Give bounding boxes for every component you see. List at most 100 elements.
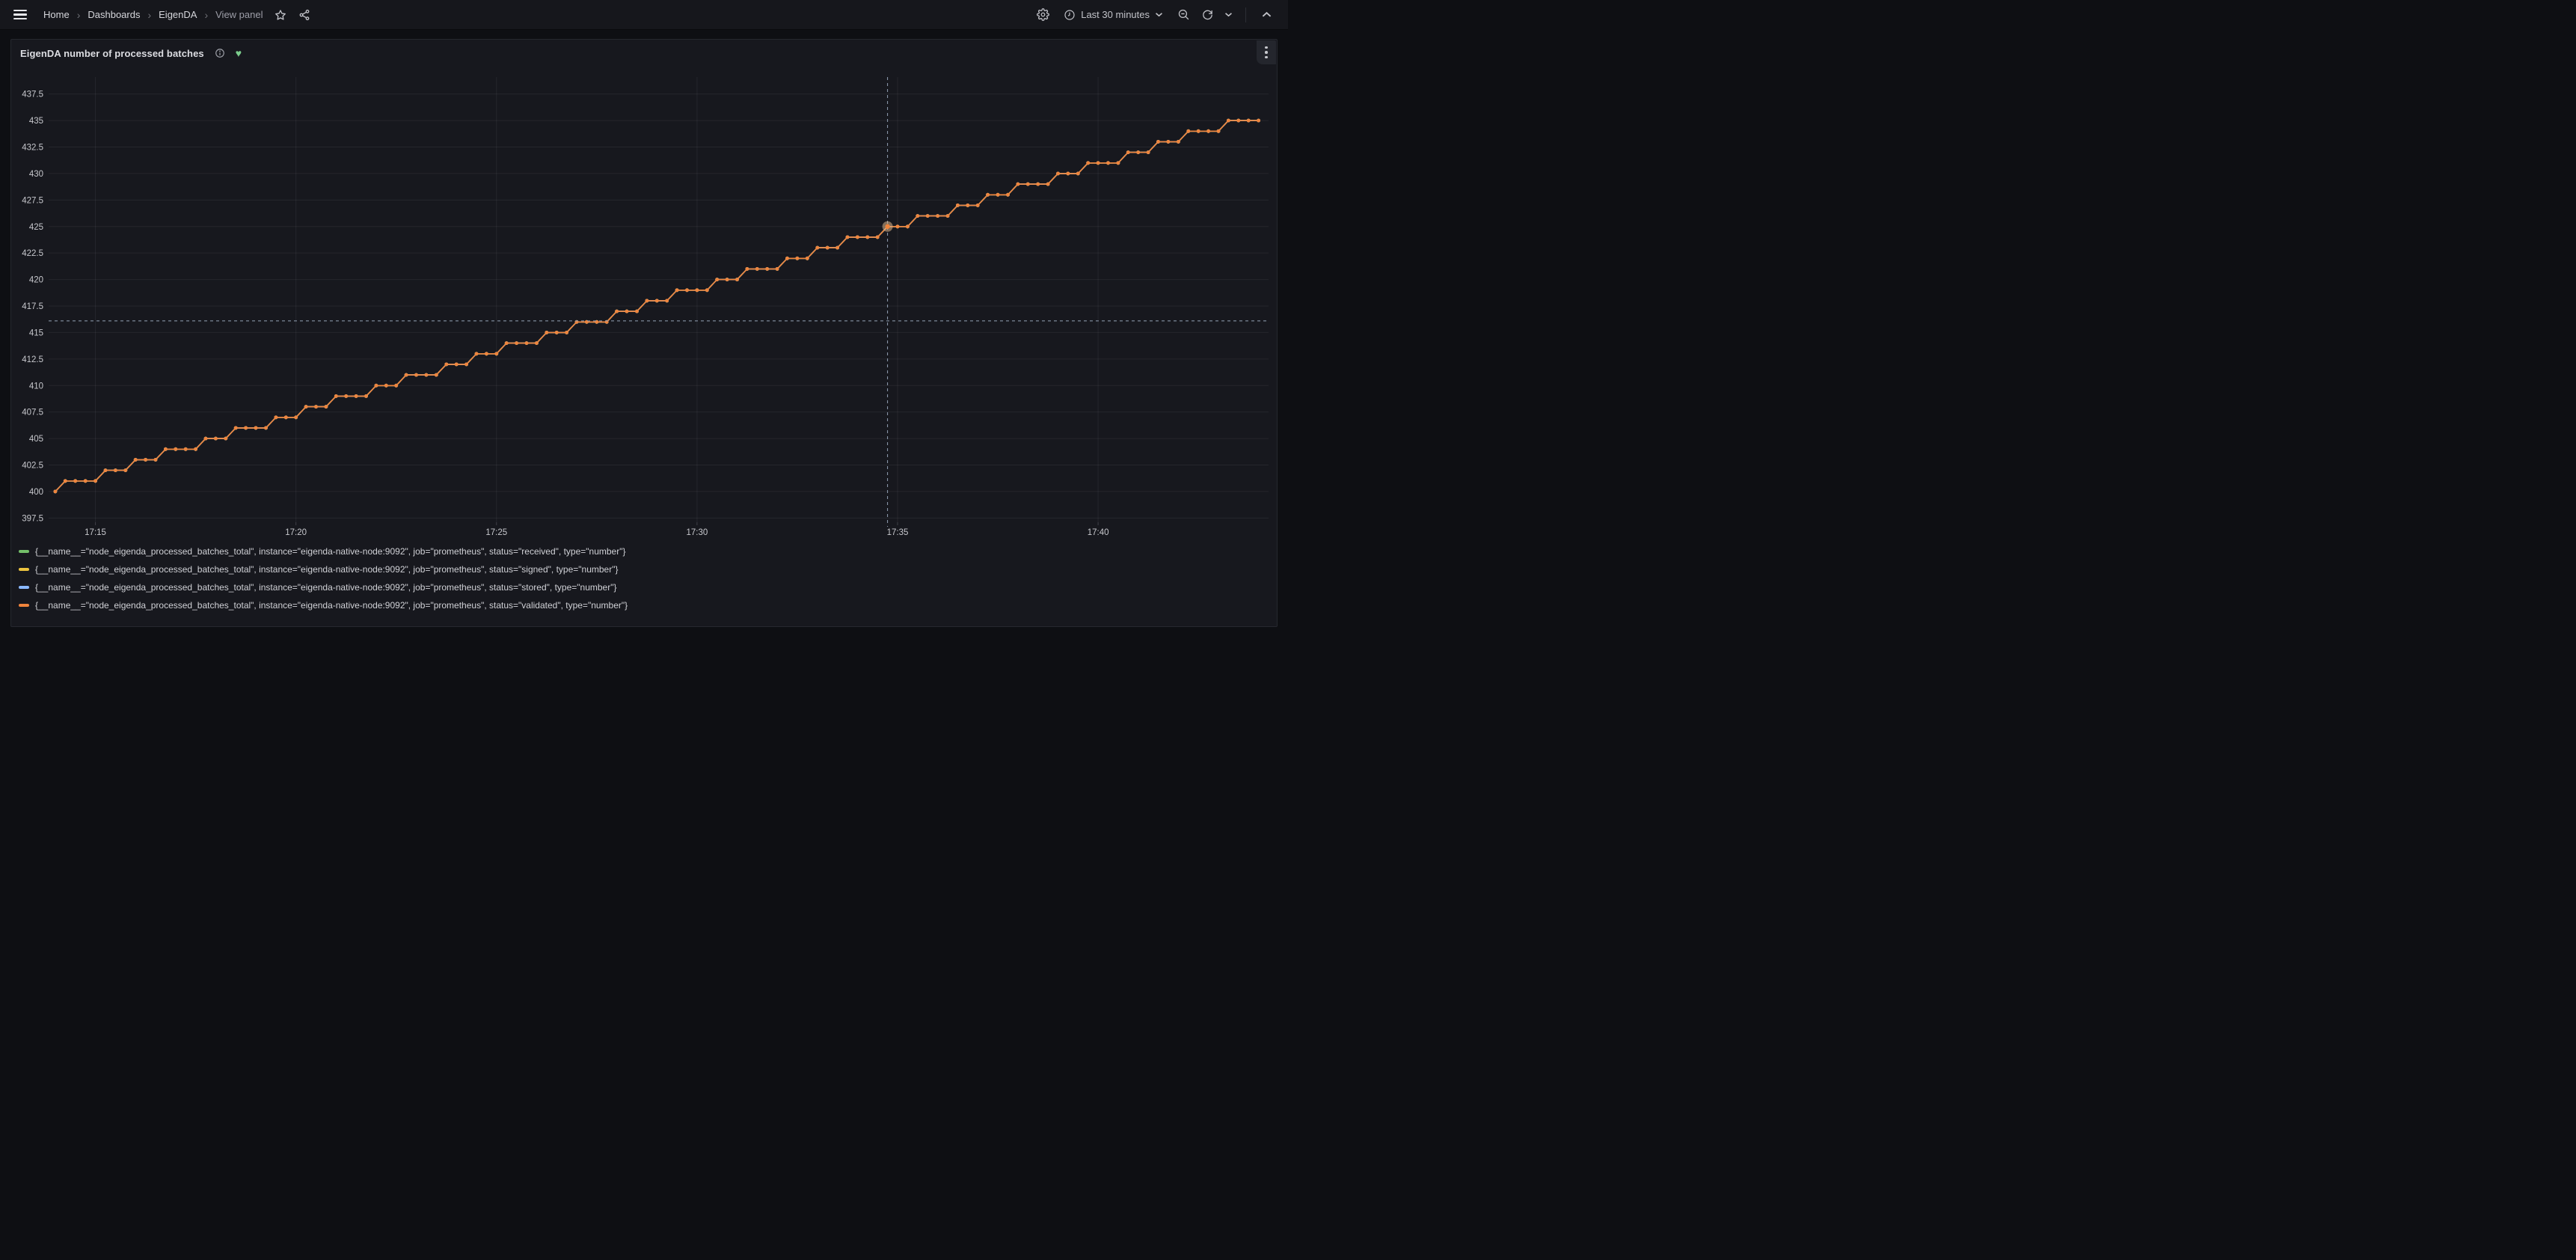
series-point-validated — [635, 310, 639, 314]
share-icon[interactable] — [296, 7, 313, 23]
legend-item-validated[interactable]: {__name__="node_eigenda_processed_batche… — [19, 596, 1277, 614]
series-point-validated — [154, 458, 158, 462]
panel-menu-kebab-icon[interactable] — [1257, 40, 1276, 64]
time-range-picker[interactable]: Last 30 minutes — [1058, 5, 1168, 24]
series-point-validated — [73, 479, 77, 483]
series-point-validated — [696, 288, 699, 292]
series-point-validated — [785, 257, 789, 260]
x-axis-tick-label: 17:20 — [285, 528, 307, 537]
series-point-validated — [455, 363, 459, 367]
panel-info-icon[interactable] — [215, 48, 225, 58]
series-point-validated — [344, 394, 348, 398]
series-point-validated — [164, 447, 168, 451]
series-point-validated — [916, 214, 919, 218]
series-point-validated — [1117, 161, 1120, 165]
series-point-validated — [84, 479, 88, 483]
series-point-validated — [54, 490, 58, 494]
series-point-validated — [485, 352, 488, 355]
series-point-validated — [104, 468, 108, 472]
series-point-validated — [906, 224, 910, 228]
refresh-interval-chevron-icon[interactable] — [1223, 7, 1233, 23]
time-range-label: Last 30 minutes — [1081, 9, 1150, 20]
breadcrumb-home[interactable]: Home — [43, 9, 70, 20]
y-axis-tick-label: 430 — [29, 170, 43, 179]
series-point-validated — [735, 278, 739, 281]
top-navbar: Home › Dashboards › EigenDA › View panel — [0, 0, 1288, 30]
series-point-validated — [796, 257, 800, 260]
series-point-validated — [325, 405, 328, 409]
legend-label-stored: {__name__="node_eigenda_processed_batche… — [35, 582, 616, 593]
legend-item-received[interactable]: {__name__="node_eigenda_processed_batche… — [19, 542, 1277, 560]
legend-item-stored[interactable]: {__name__="node_eigenda_processed_batche… — [19, 578, 1277, 596]
star-favorite-icon[interactable] — [272, 7, 289, 23]
series-point-validated — [475, 352, 479, 355]
series-point-validated — [515, 341, 518, 345]
series-point-validated — [545, 331, 548, 334]
series-point-validated — [1067, 172, 1070, 176]
x-axis-tick-label: 17:30 — [686, 528, 708, 537]
legend-label-validated: {__name__="node_eigenda_processed_batche… — [35, 600, 628, 611]
series-point-validated — [314, 405, 318, 409]
series-point-validated — [615, 310, 619, 314]
series-point-validated — [1016, 183, 1020, 186]
series-point-validated — [114, 468, 117, 472]
series-point-validated — [555, 331, 559, 334]
toolbar-divider — [1245, 7, 1246, 22]
series-point-validated — [876, 236, 880, 239]
breadcrumb: Home › Dashboards › EigenDA › View panel — [43, 9, 263, 21]
series-point-validated — [355, 394, 358, 398]
series-point-validated — [184, 447, 188, 451]
refresh-icon[interactable] — [1199, 7, 1215, 23]
series-point-validated — [234, 426, 238, 430]
series-point-validated — [1046, 183, 1050, 186]
collapse-toolbar-chevron-up-icon[interactable] — [1258, 7, 1275, 23]
series-point-validated — [254, 426, 258, 430]
menu-hamburger-icon[interactable] — [13, 10, 27, 20]
series-point-validated — [966, 204, 969, 207]
chevron-down-icon — [1155, 12, 1163, 17]
series-point-validated — [174, 447, 177, 451]
series-point-validated — [746, 267, 749, 271]
y-axis-tick-label: 435 — [29, 117, 43, 126]
series-point-validated — [776, 267, 779, 271]
clock-icon — [1063, 8, 1076, 21]
series-point-validated — [1197, 129, 1200, 133]
highlighted-point — [885, 224, 889, 229]
series-point-validated — [264, 426, 268, 430]
panel-title[interactable]: EigenDA number of processed batches — [20, 48, 204, 59]
series-point-validated — [826, 246, 829, 250]
y-axis-tick-label: 417.5 — [22, 302, 43, 311]
series-point-validated — [1056, 172, 1060, 176]
y-axis-tick-label: 412.5 — [22, 355, 43, 364]
breadcrumb-separator-icon: › — [147, 9, 151, 21]
series-point-validated — [996, 193, 1000, 197]
series-point-validated — [224, 437, 227, 441]
breadcrumb-view-panel: View panel — [215, 9, 263, 20]
series-point-validated — [665, 299, 669, 303]
zoom-out-icon[interactable] — [1175, 7, 1192, 23]
series-point-validated — [926, 214, 930, 218]
y-axis-tick-label: 407.5 — [22, 409, 43, 418]
series-point-validated — [1076, 172, 1080, 176]
breadcrumb-eigenda[interactable]: EigenDA — [159, 9, 197, 20]
y-axis-tick-label: 427.5 — [22, 196, 43, 205]
series-point-validated — [835, 246, 839, 250]
series-point-validated — [1156, 140, 1160, 144]
timeseries-chart[interactable]: 397.5400402.5405407.5410412.5415417.5420… — [11, 70, 1277, 542]
y-axis-tick-label: 415 — [29, 328, 43, 337]
series-point-validated — [1247, 119, 1251, 123]
alert-health-heart-icon[interactable]: ♥ — [236, 48, 242, 58]
series-point-validated — [896, 224, 900, 228]
dashboard-settings-gear-icon[interactable] — [1034, 7, 1051, 23]
legend-item-signed[interactable]: {__name__="node_eigenda_processed_batche… — [19, 560, 1277, 578]
series-point-validated — [334, 394, 338, 398]
series-point-validated — [144, 458, 147, 462]
series-point-validated — [1126, 150, 1130, 154]
x-axis-tick-label: 17:35 — [887, 528, 909, 537]
series-point-validated — [1086, 161, 1090, 165]
breadcrumb-dashboards[interactable]: Dashboards — [88, 9, 140, 20]
breadcrumb-separator-icon: › — [204, 9, 208, 21]
series-point-validated — [414, 373, 418, 377]
series-point-validated — [505, 341, 509, 345]
series-point-validated — [375, 384, 378, 388]
